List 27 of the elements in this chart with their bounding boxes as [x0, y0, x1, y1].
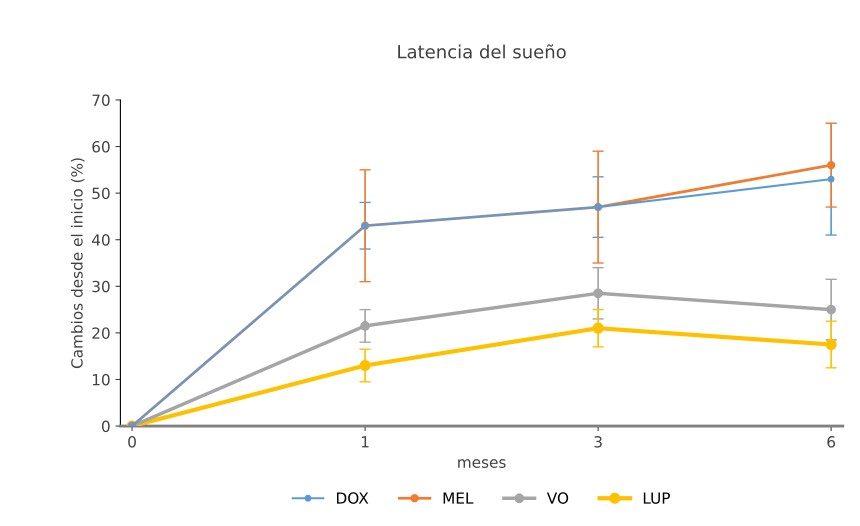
- y-tick-label: 40: [92, 234, 110, 246]
- legend-label: VO: [546, 492, 568, 504]
- x-tick-label: 6: [827, 436, 836, 448]
- legend-label: LUP: [644, 492, 670, 504]
- y-tick-label: 70: [92, 94, 110, 106]
- point: [828, 176, 835, 183]
- y-tick-label: 10: [92, 374, 110, 386]
- y-axis-title: Cambios desde el inicio (%): [70, 158, 85, 368]
- y-tick-label: 30: [92, 280, 110, 292]
- y-tick-label: 60: [92, 140, 110, 153]
- point: [826, 304, 836, 314]
- y-tick-label: 20: [92, 327, 110, 339]
- y-tick-label: 0: [102, 420, 110, 432]
- point: [592, 322, 604, 334]
- y-tick-label: 50: [92, 188, 110, 200]
- legend-label: DOX: [336, 492, 368, 504]
- x-axis-title: meses: [458, 459, 506, 468]
- point: [593, 288, 603, 298]
- point: [826, 160, 836, 170]
- chart-title: Latencia del sueño: [398, 44, 566, 59]
- x-tick-label: 3: [594, 436, 602, 448]
- point: [360, 321, 370, 331]
- point: [360, 360, 371, 372]
- legend-label: MEL: [444, 492, 474, 504]
- x-tick-label: 0: [128, 436, 136, 448]
- x-tick-label: 1: [362, 436, 369, 448]
- point: [826, 338, 837, 350]
